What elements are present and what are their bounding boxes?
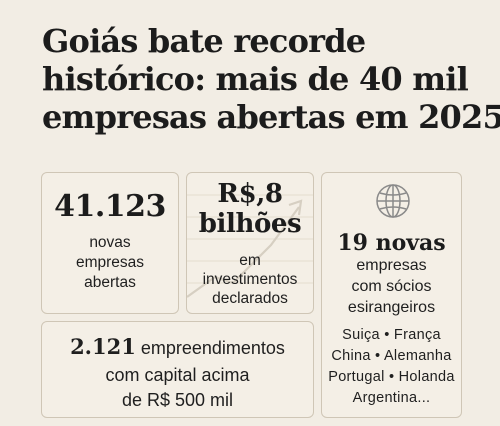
- foreign-partners-label-line-3: esirangeiros: [347, 299, 436, 316]
- headline-line-2: histórico: mais de 40 mil: [42, 60, 469, 98]
- capital-label-line-1: empreendimentos: [140, 338, 285, 358]
- new-companies-label-line-1: novas: [89, 234, 131, 251]
- capital-card: 2.121 empreendimentos com capital acima …: [41, 321, 314, 418]
- country-list-line-3: Portugal • Holanda: [328, 369, 455, 385]
- capital-label-line-2: com capital acima: [105, 365, 250, 385]
- new-companies-label-line-3: abertas: [84, 274, 136, 291]
- foreign-partners-label-line-1: empresas: [356, 257, 427, 274]
- investment-label-line-2: investimentos: [202, 271, 298, 288]
- investment-card: R$,8 bilhões em investimentos declarados: [186, 172, 314, 314]
- foreign-partners-label: empresas com sócios esirangeiros: [322, 255, 461, 318]
- country-list-line-2: China • Alemanha: [331, 348, 452, 364]
- investment-label: em investimentos declarados: [187, 251, 313, 308]
- new-companies-label-line-2: empresas: [75, 254, 145, 271]
- headline-line-1: Goiás bate recorde: [42, 22, 366, 60]
- headline-line-3: empresas abertas em 2025: [42, 98, 500, 136]
- country-list-line-4: Argentina...: [352, 390, 431, 406]
- investment-label-line-1: em: [239, 252, 261, 269]
- new-companies-label: novas empresas abertas: [42, 233, 178, 293]
- foreign-partners-label-line-2: com sócios: [351, 278, 432, 295]
- country-list-line-1: Suiça • França: [342, 327, 441, 343]
- globe-icon: [376, 184, 410, 218]
- investment-label-line-3: declarados: [212, 290, 288, 307]
- headline: Goiás bate recorde histórico: mais de 40…: [42, 22, 500, 136]
- capital-value: 2.121: [70, 334, 136, 359]
- capital-line-1: 2.121 empreendimentos: [42, 334, 313, 361]
- investment-unit: bilhões: [198, 209, 302, 239]
- new-companies-value: 41.123: [54, 189, 166, 224]
- country-list: Suiça • França China • Alemanha Portugal…: [322, 325, 461, 409]
- investment-value: R$,8: [217, 179, 283, 209]
- capital-label-line-3: de R$ 500 mil: [121, 390, 234, 410]
- foreign-partners-value: 19 novas: [337, 230, 446, 256]
- new-companies-card: 41.123 novas empresas abertas: [41, 172, 179, 314]
- trend-arrow-icon: [187, 194, 313, 298]
- foreign-partners-card: 19 novas empresas com sócios esirangeiro…: [321, 172, 462, 418]
